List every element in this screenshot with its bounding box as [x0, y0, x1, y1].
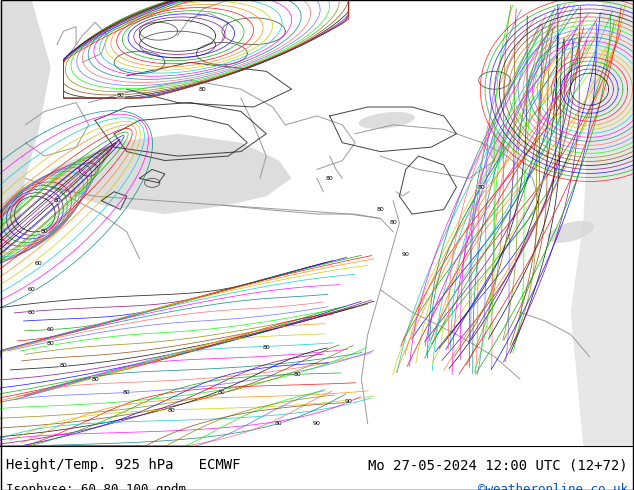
Text: 80: 80 [91, 376, 99, 382]
Text: 60: 60 [34, 261, 42, 266]
Text: Height/Temp. 925 hPa   ECMWF: Height/Temp. 925 hPa ECMWF [6, 458, 241, 472]
Polygon shape [0, 0, 51, 268]
Text: 80: 80 [377, 207, 384, 212]
Text: 80: 80 [123, 390, 131, 395]
Ellipse shape [547, 221, 594, 243]
Text: 80: 80 [389, 220, 397, 225]
Text: 80: 80 [60, 363, 67, 368]
Text: 80: 80 [41, 229, 48, 234]
Polygon shape [571, 0, 634, 446]
Polygon shape [51, 134, 292, 214]
Text: 80: 80 [167, 408, 175, 413]
Text: 90: 90 [402, 252, 410, 257]
Text: 80: 80 [326, 176, 333, 181]
Text: 80: 80 [199, 87, 207, 92]
Text: 80: 80 [218, 390, 226, 395]
Text: ©weatheronline.co.uk: ©weatheronline.co.uk [477, 483, 628, 490]
Text: 90: 90 [313, 421, 321, 426]
Text: 80: 80 [117, 94, 124, 98]
Text: 80: 80 [47, 341, 55, 346]
Ellipse shape [489, 131, 506, 163]
Ellipse shape [359, 112, 415, 129]
Text: 80: 80 [275, 421, 283, 426]
Text: 60: 60 [28, 310, 36, 315]
Text: 80: 80 [53, 198, 61, 203]
Text: 90: 90 [345, 399, 353, 404]
Text: 80: 80 [262, 345, 270, 350]
Text: 80: 80 [478, 185, 486, 190]
Text: Isophyse: 60 80 100 gpdm: Isophyse: 60 80 100 gpdm [6, 483, 186, 490]
Text: 60: 60 [28, 287, 36, 293]
Text: 80: 80 [294, 372, 302, 377]
Text: Mo 27-05-2024 12:00 UTC (12+72): Mo 27-05-2024 12:00 UTC (12+72) [368, 458, 628, 472]
Text: 60: 60 [47, 327, 55, 333]
